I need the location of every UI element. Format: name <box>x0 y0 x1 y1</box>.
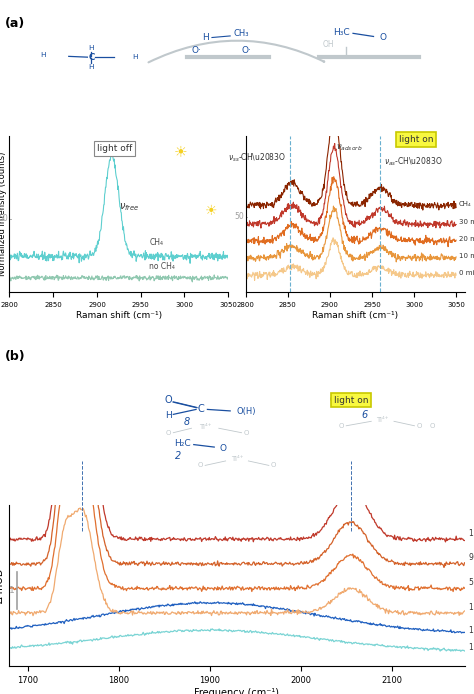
Text: 50: 50 <box>234 212 244 221</box>
Text: H: H <box>202 33 209 42</box>
Text: 0 min: 0 min <box>459 271 474 276</box>
Text: $\nu_{adsorb}$: $\nu_{adsorb}$ <box>336 142 362 153</box>
Text: Ti⁴⁺: Ti⁴⁺ <box>231 457 243 462</box>
Text: 1: 1 <box>9 586 15 595</box>
Text: O(H): O(H) <box>237 407 256 416</box>
Text: O·: O· <box>191 46 201 55</box>
Text: H: H <box>132 54 138 60</box>
Text: CH₃: CH₃ <box>234 29 249 38</box>
Text: O: O <box>198 462 203 468</box>
Text: H₂C: H₂C <box>174 439 191 448</box>
Text: CO: CO <box>330 395 344 405</box>
X-axis label: Raman shift (cm⁻¹): Raman shift (cm⁻¹) <box>312 310 398 319</box>
Text: O: O <box>220 444 227 453</box>
Text: 2: 2 <box>175 452 181 462</box>
Text: 6: 6 <box>361 410 367 420</box>
Text: CH₄: CH₄ <box>149 237 164 246</box>
Text: O: O <box>165 395 173 405</box>
Text: light on: light on <box>399 135 433 144</box>
Text: O: O <box>271 462 276 468</box>
Text: (a): (a) <box>5 17 25 31</box>
Text: OH: OH <box>322 40 334 49</box>
Text: $\nu_{ss}$-CH\u2083O: $\nu_{ss}$-CH\u2083O <box>228 151 286 164</box>
Text: H: H <box>41 53 46 58</box>
Text: C: C <box>197 404 204 414</box>
Text: 8: 8 <box>184 417 190 427</box>
Text: H: H <box>89 45 94 51</box>
Text: C: C <box>88 53 95 62</box>
Text: O: O <box>430 423 435 429</box>
Text: H: H <box>89 64 94 69</box>
Text: H₃C: H₃C <box>333 28 350 37</box>
Text: 50: 50 <box>0 214 8 223</box>
Text: CH₄: CH₄ <box>459 201 471 207</box>
X-axis label: Raman shift (cm⁻¹): Raman shift (cm⁻¹) <box>76 310 162 319</box>
Text: 30 min: 30 min <box>459 219 474 226</box>
Text: O: O <box>166 430 172 436</box>
Text: O: O <box>339 423 344 429</box>
Text: (b): (b) <box>5 350 26 364</box>
X-axis label: Frequency (cm⁻¹): Frequency (cm⁻¹) <box>194 688 280 694</box>
Text: O: O <box>379 33 386 42</box>
Text: ☀: ☀ <box>204 203 217 218</box>
Text: no CH₄: no CH₄ <box>149 262 175 271</box>
Text: light off: light off <box>97 144 132 153</box>
Text: light on: light on <box>334 396 368 405</box>
Text: ☀: ☀ <box>173 144 187 159</box>
Y-axis label: Normalized intensity (counts): Normalized intensity (counts) <box>0 151 7 276</box>
Text: O·: O· <box>241 46 251 55</box>
Text: Ti⁴⁺: Ti⁴⁺ <box>199 424 211 430</box>
Text: 13 min: 13 min <box>469 626 474 634</box>
Y-axis label: Δ mOD: Δ mOD <box>0 568 5 602</box>
Text: $\nu_{as}$-CH\u2083O: $\nu_{as}$-CH\u2083O <box>384 156 442 169</box>
Text: 10 min: 10 min <box>459 253 474 260</box>
Text: 5 min: 5 min <box>469 578 474 587</box>
Text: 13 min: 13 min <box>469 529 474 538</box>
Text: 9 min: 9 min <box>469 554 474 562</box>
FancyArrowPatch shape <box>148 41 324 62</box>
Text: Ti⁴⁺: Ti⁴⁺ <box>376 417 389 423</box>
Text: 20 min: 20 min <box>459 237 474 242</box>
Text: 1 min: 1 min <box>469 643 474 652</box>
Text: 1 min: 1 min <box>469 602 474 611</box>
Text: O: O <box>244 430 249 436</box>
Text: $\nu_{free}$: $\nu_{free}$ <box>119 201 139 213</box>
Text: H: H <box>165 412 172 421</box>
Text: O: O <box>416 423 422 429</box>
